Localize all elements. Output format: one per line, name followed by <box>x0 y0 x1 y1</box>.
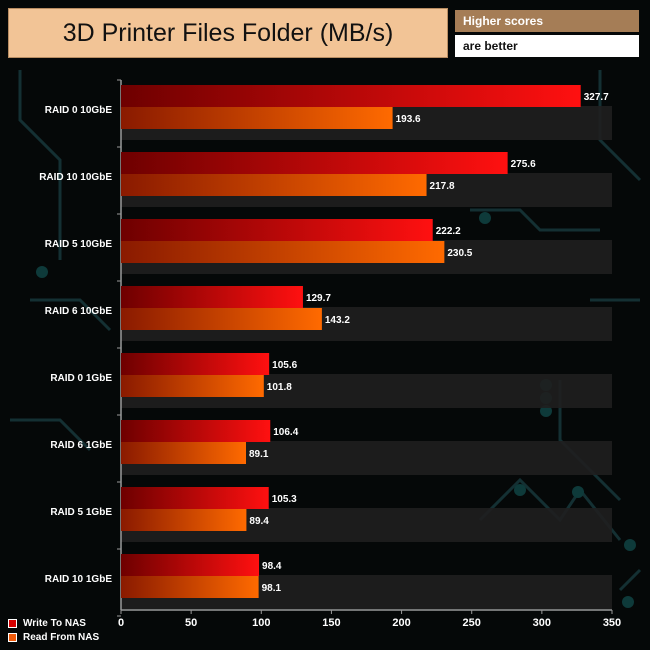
category-label: RAID 0 1GbE <box>50 373 112 384</box>
legend-label-read: Read From NAS <box>23 631 100 643</box>
x-tick-label: 300 <box>533 617 551 629</box>
bar-write <box>121 219 433 241</box>
bar-read <box>121 174 427 196</box>
circuit-node <box>36 266 48 278</box>
category-labels: RAID 0 10GbE RAID 10 10GbE RAID 5 10GbE RAI… <box>39 105 112 585</box>
data-label: 230.5 <box>447 248 472 259</box>
legend: Write To NAS Read From NAS <box>8 616 99 644</box>
bar-write <box>121 152 508 174</box>
legend-item-read: Read From NAS <box>8 630 99 644</box>
data-label: 105.6 <box>272 360 297 371</box>
data-label: 327.7 <box>584 92 609 103</box>
x-tick-label: 200 <box>392 617 410 629</box>
bar-read <box>121 576 259 598</box>
circuit-trace <box>30 298 112 332</box>
bar-read <box>121 442 246 464</box>
x-tick-label: 50 <box>185 617 197 629</box>
data-label: 89.4 <box>249 516 269 527</box>
title-box: 3D Printer Files Folder (MB/s) <box>8 8 448 58</box>
legend-item-write: Write To NAS <box>8 616 99 630</box>
bar-read <box>121 375 264 397</box>
higher-scores-note: Higher scores <box>455 10 639 32</box>
category-label: RAID 6 1GbE <box>50 440 112 451</box>
circuit-trace <box>10 418 92 452</box>
chart-title: 3D Printer Files Folder (MB/s) <box>62 18 394 47</box>
legend-swatch-write <box>8 618 17 628</box>
data-label: 222.2 <box>436 226 461 237</box>
bar-read <box>121 241 445 263</box>
bars: 327.7 193.6 275.6 217.8 222.2 230.5 129.7 143.2… <box>121 85 609 598</box>
circuit-node <box>624 539 636 551</box>
circuit-trace <box>470 208 600 232</box>
data-label: 129.7 <box>306 293 331 304</box>
circuit-trace <box>618 568 642 592</box>
bar-write <box>121 85 581 107</box>
x-tick-label: 150 <box>322 617 340 629</box>
data-label: 101.8 <box>267 382 292 393</box>
category-label: RAID 5 1GbE <box>50 507 112 518</box>
bar-write <box>121 353 270 375</box>
are-better-note: are better <box>455 35 639 57</box>
bar-read <box>121 509 247 531</box>
data-label: 98.1 <box>262 583 282 594</box>
data-label: 217.8 <box>430 181 455 192</box>
data-label: 143.2 <box>325 315 350 326</box>
category-label: RAID 5 10GbE <box>45 239 113 250</box>
bar-write <box>121 554 260 576</box>
data-label: 106.4 <box>273 427 298 438</box>
circuit-node <box>514 484 526 496</box>
x-tick-label: 250 <box>463 617 481 629</box>
circuit-node <box>572 486 584 498</box>
data-label: 275.6 <box>511 159 536 170</box>
x-tick-label: 350 <box>603 617 621 629</box>
category-label: RAID 10 10GbE <box>39 172 112 183</box>
bar-write <box>121 286 303 308</box>
bar-read <box>121 308 322 330</box>
legend-swatch-read <box>8 632 17 642</box>
x-tick-label: 100 <box>252 617 270 629</box>
bar-write <box>121 487 269 509</box>
data-label: 89.1 <box>249 449 269 460</box>
category-label: RAID 10 1GbE <box>45 574 113 585</box>
category-label: RAID 0 10GbE <box>45 105 113 116</box>
circuit-node <box>479 212 491 224</box>
data-label: 98.4 <box>262 561 282 572</box>
x-tick-label: 0 <box>118 617 124 629</box>
bar-read <box>121 107 393 129</box>
circuit-trace <box>18 70 62 260</box>
legend-label-write: Write To NAS <box>23 617 86 629</box>
data-label: 105.3 <box>272 494 297 505</box>
circuit-node <box>622 596 634 608</box>
data-label: 193.6 <box>396 114 421 125</box>
bar-write <box>121 420 271 442</box>
category-label: RAID 6 10GbE <box>45 306 113 317</box>
